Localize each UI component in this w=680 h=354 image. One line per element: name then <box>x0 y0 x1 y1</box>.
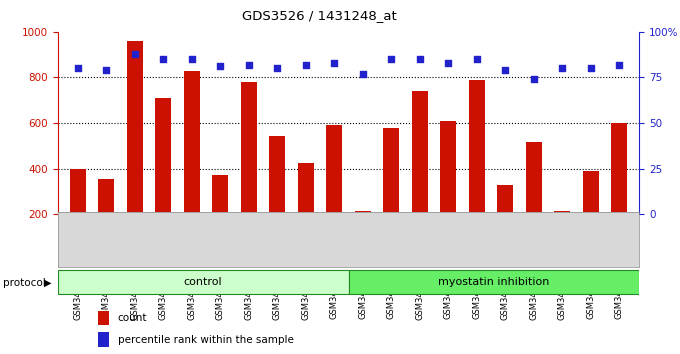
Point <box>500 67 511 73</box>
Point <box>215 64 226 69</box>
FancyBboxPatch shape <box>349 270 639 294</box>
Bar <box>127 41 143 214</box>
Bar <box>99 332 109 347</box>
Bar <box>241 82 256 214</box>
Bar <box>99 311 109 325</box>
Point <box>557 65 568 71</box>
Point <box>471 56 482 62</box>
Point <box>386 56 396 62</box>
Bar <box>355 211 371 214</box>
Point <box>129 51 140 57</box>
Point <box>158 56 169 62</box>
Point <box>243 62 254 68</box>
Bar <box>583 171 598 214</box>
Point <box>72 65 83 71</box>
Bar <box>212 176 228 214</box>
Text: percentile rank within the sample: percentile rank within the sample <box>118 335 294 345</box>
Text: myostatin inhibition: myostatin inhibition <box>438 277 549 287</box>
Point <box>101 67 112 73</box>
Bar <box>384 127 399 214</box>
Bar <box>99 179 114 214</box>
Bar <box>469 80 485 214</box>
Text: protocol: protocol <box>3 278 46 288</box>
Text: GDS3526 / 1431248_at: GDS3526 / 1431248_at <box>242 9 397 22</box>
Text: ▶: ▶ <box>44 278 51 288</box>
Text: control: control <box>184 277 222 287</box>
Bar <box>526 142 541 214</box>
Point <box>528 76 539 82</box>
Point <box>414 56 425 62</box>
Bar <box>441 121 456 214</box>
Text: count: count <box>118 313 147 323</box>
Bar <box>554 211 570 214</box>
Point <box>443 60 454 66</box>
Bar <box>70 169 86 214</box>
Point <box>614 62 625 68</box>
Point <box>272 65 283 71</box>
Point <box>301 62 311 68</box>
Point <box>186 56 197 62</box>
Bar <box>412 91 428 214</box>
Bar <box>497 184 513 214</box>
Bar <box>269 136 285 214</box>
Bar <box>184 70 200 214</box>
Point <box>585 65 596 71</box>
Bar <box>611 123 627 214</box>
Bar <box>326 125 342 214</box>
Point <box>357 71 368 76</box>
Bar <box>298 163 313 214</box>
FancyBboxPatch shape <box>58 270 349 294</box>
Bar <box>156 98 171 214</box>
Point <box>329 60 340 66</box>
